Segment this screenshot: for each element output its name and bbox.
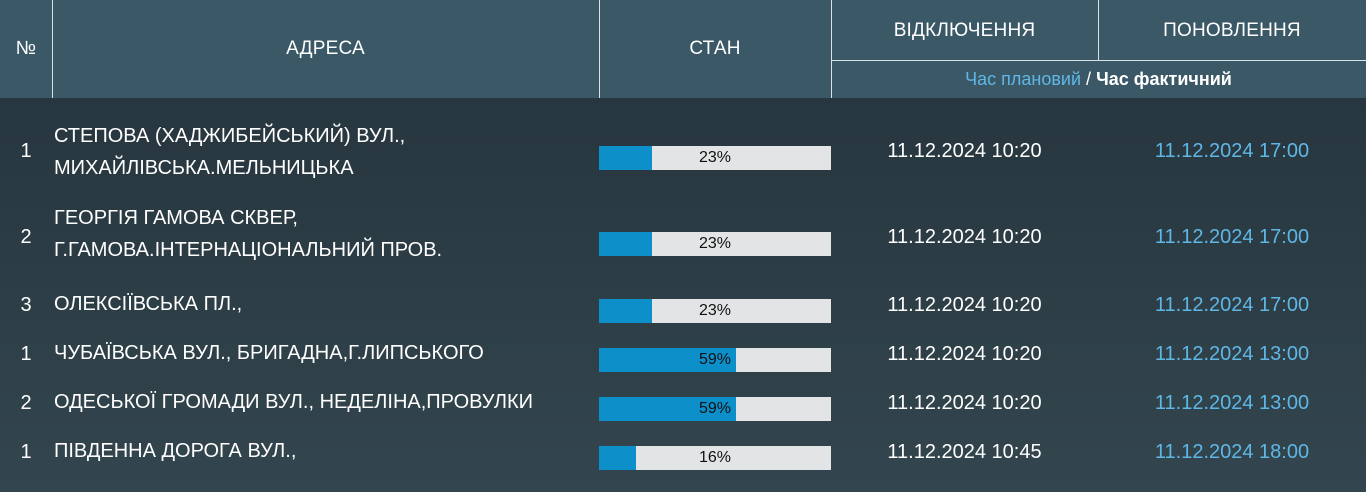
progress-bar: 23% [599,299,831,323]
update-time: 11.12.2024 17:00 [1154,140,1310,162]
time-legend: Час плановий / Час фактичний [831,61,1366,98]
progress-label: 59% [698,351,732,368]
outage-time: 11.12.2024 10:20 [887,226,1042,248]
progress-label: 59% [698,400,732,417]
progress-fill [599,146,653,170]
row-address: ЧУБАЇВСЬКА ВУЛ., БРИГАДНА,Г.ЛИПСЬКОГО [54,337,599,369]
progress-fill [599,232,653,256]
column-header-update: ПОНОВЛЕННЯ [1163,19,1301,41]
column-header-state: СТАН [689,38,741,59]
address-line: МИХАЙЛІВСЬКА.МЕЛЬНИЦЬКА [54,157,354,179]
column-header-address: АДРЕСА [286,38,365,59]
address-line: Г.ГАМОВА.ІНТЕРНАЦІОНАЛЬНИЙ ПРОВ. [54,239,443,261]
progress-label: 16% [698,449,732,466]
row-number: 1 [20,441,32,463]
header-divider [52,0,53,98]
address-line: ОЛЕКСІЇВСЬКА ПЛ., [54,293,243,315]
column-header-outage: ВІДКЛЮЧЕННЯ [893,19,1036,41]
outage-time: 11.12.2024 10:20 [887,294,1042,316]
header-divider [831,60,1366,61]
progress-label: 23% [698,235,732,252]
row-address: ГЕОРГІЯ ГАМОВА СКВЕР, Г.ГАМОВА.ІНТЕРНАЦІ… [54,202,599,266]
row-address: ПІВДЕННА ДОРОГА ВУЛ., [54,435,599,467]
row-number: 2 [20,392,32,414]
time-legend-separator: / [1086,69,1092,89]
progress-bar: 59% [599,397,831,421]
progress-bar: 16% [599,446,831,470]
address-line: ОДЕСЬКОЇ ГРОМАДИ ВУЛ., НЕДЕЛІНА,ПРОВУЛКИ [54,391,533,413]
progress-label: 23% [698,149,732,166]
address-line: ПІВДЕННА ДОРОГА ВУЛ., [54,440,297,462]
update-time: 11.12.2024 13:00 [1154,392,1310,414]
progress-bar: 59% [599,348,831,372]
table-row: 1 ПІВДЕННА ДОРОГА ВУЛ., 16% 11.12.2024 1… [0,435,1366,475]
row-address: СТЕПОВА (ХАДЖИБЕЙСЬКИЙ) ВУЛ., МИХАЙЛІВСЬ… [54,120,599,184]
outage-time: 11.12.2024 10:20 [887,140,1042,162]
update-time: 11.12.2024 17:00 [1154,294,1310,316]
table-row: 1 ЧУБАЇВСЬКА ВУЛ., БРИГАДНА,Г.ЛИПСЬКОГО … [0,337,1366,377]
time-actual-label: Час фактичний [1096,69,1232,89]
row-address: ОДЕСЬКОЇ ГРОМАДИ ВУЛ., НЕДЕЛІНА,ПРОВУЛКИ [54,386,599,418]
table-row: 2 ГЕОРГІЯ ГАМОВА СКВЕР, Г.ГАМОВА.ІНТЕРНА… [0,198,1366,278]
progress-fill [599,446,637,470]
header-divider [1098,0,1099,61]
row-number: 1 [20,343,32,365]
time-planned-label: Час плановий [965,69,1082,89]
table-row: 2 ОДЕСЬКОЇ ГРОМАДИ ВУЛ., НЕДЕЛІНА,ПРОВУЛ… [0,386,1366,426]
progress-bar: 23% [599,232,831,256]
progress-fill [599,299,653,323]
header-divider [831,0,832,98]
row-number: 3 [20,294,32,316]
progress-bar: 23% [599,146,831,170]
outage-time: 11.12.2024 10:20 [887,392,1042,414]
row-number: 2 [20,226,32,248]
update-time: 11.12.2024 13:00 [1154,343,1310,365]
update-time: 11.12.2024 17:00 [1154,226,1310,248]
address-line: ЧУБАЇВСЬКА ВУЛ., БРИГАДНА,Г.ЛИПСЬКОГО [54,342,484,364]
progress-label: 23% [698,302,732,319]
row-address: ОЛЕКСІЇВСЬКА ПЛ., [54,288,599,320]
column-header-number: № [15,38,37,59]
address-line: ГЕОРГІЯ ГАМОВА СКВЕР, [54,207,298,229]
table-row: 3 ОЛЕКСІЇВСЬКА ПЛ., 23% 11.12.2024 10:20… [0,288,1366,328]
progress-fill [599,397,736,421]
outage-time: 11.12.2024 10:45 [887,441,1042,463]
outage-time: 11.12.2024 10:20 [887,343,1042,365]
row-number: 1 [20,140,32,162]
header-divider [599,0,600,98]
update-time: 11.12.2024 18:00 [1154,441,1310,463]
progress-fill [599,348,736,372]
table-row: 1 СТЕПОВА (ХАДЖИБЕЙСЬКИЙ) ВУЛ., МИХАЙЛІВ… [0,113,1366,193]
address-line: СТЕПОВА (ХАДЖИБЕЙСЬКИЙ) ВУЛ., [54,125,406,147]
table-header: № АДРЕСА СТАН ВІДКЛЮЧЕННЯ ПОНОВЛЕННЯ Час… [0,0,1366,98]
